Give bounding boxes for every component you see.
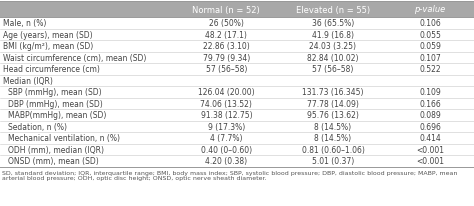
Text: 0.106: 0.106 — [419, 19, 441, 28]
Text: 0.414: 0.414 — [419, 134, 441, 143]
Text: 79.79 (9.34): 79.79 (9.34) — [203, 54, 250, 62]
Text: 24.03 (3.25): 24.03 (3.25) — [310, 42, 356, 51]
Text: 126.04 (20.00): 126.04 (20.00) — [198, 88, 255, 97]
Bar — [0, 132, 474, 144]
Text: 77.78 (14.09): 77.78 (14.09) — [307, 99, 359, 108]
Bar — [0, 2, 474, 18]
Text: Elevated (n = 55): Elevated (n = 55) — [296, 6, 370, 14]
Text: Age (years), mean (SD): Age (years), mean (SD) — [3, 31, 92, 40]
Text: Head circumference (cm): Head circumference (cm) — [3, 65, 100, 74]
Text: 8 (14.5%): 8 (14.5%) — [314, 122, 352, 131]
Text: 0.055: 0.055 — [419, 31, 441, 40]
Bar — [0, 155, 474, 167]
Text: 41.9 (16.8): 41.9 (16.8) — [312, 31, 354, 40]
Text: Waist circumference (cm), mean (SD): Waist circumference (cm), mean (SD) — [3, 54, 146, 62]
Text: p-value: p-value — [415, 6, 446, 14]
Bar — [0, 18, 474, 29]
Text: 4 (7.7%): 4 (7.7%) — [210, 134, 243, 143]
Text: 74.06 (13.52): 74.06 (13.52) — [201, 99, 252, 108]
Text: 0.107: 0.107 — [419, 54, 441, 62]
Bar — [0, 121, 474, 132]
Text: MABP(mmHg), mean (SD): MABP(mmHg), mean (SD) — [8, 111, 106, 120]
Bar — [0, 75, 474, 87]
Text: 57 (56–58): 57 (56–58) — [206, 65, 247, 74]
Text: 131.73 (16.345): 131.73 (16.345) — [302, 88, 364, 97]
Bar — [0, 109, 474, 121]
Text: 22.86 (3.10): 22.86 (3.10) — [203, 42, 250, 51]
Text: Mechanical ventilation, n (%): Mechanical ventilation, n (%) — [8, 134, 120, 143]
Text: 0.40 (0–0.60): 0.40 (0–0.60) — [201, 145, 252, 154]
Text: 0.089: 0.089 — [419, 111, 441, 120]
Text: 36 (65.5%): 36 (65.5%) — [312, 19, 354, 28]
Text: 0.696: 0.696 — [419, 122, 441, 131]
Text: Median (IQR): Median (IQR) — [3, 76, 53, 85]
Bar — [0, 64, 474, 75]
Text: 0.522: 0.522 — [419, 65, 441, 74]
Bar — [0, 87, 474, 98]
Text: Male, n (%): Male, n (%) — [3, 19, 46, 28]
Text: 9 (17.3%): 9 (17.3%) — [208, 122, 245, 131]
Text: BMI (kg/m²), mean (SD): BMI (kg/m²), mean (SD) — [3, 42, 93, 51]
Bar — [0, 41, 474, 52]
Text: 0.109: 0.109 — [419, 88, 441, 97]
Text: 48.2 (17.1): 48.2 (17.1) — [205, 31, 247, 40]
Text: 91.38 (12.75): 91.38 (12.75) — [201, 111, 252, 120]
Text: 26 (50%): 26 (50%) — [209, 19, 244, 28]
Text: <0.001: <0.001 — [416, 145, 444, 154]
Text: 0.166: 0.166 — [419, 99, 441, 108]
Text: Normal (n = 52): Normal (n = 52) — [192, 6, 260, 14]
Text: 8 (14.5%): 8 (14.5%) — [314, 134, 352, 143]
Text: 0.059: 0.059 — [419, 42, 441, 51]
Text: SBP (mmHg), mean (SD): SBP (mmHg), mean (SD) — [8, 88, 101, 97]
Text: SD, standard deviation; IQR, interquartile range; BMI, body mass index; SBP, sys: SD, standard deviation; IQR, interquarti… — [2, 170, 457, 180]
Bar — [0, 29, 474, 41]
Text: Sedation, n (%): Sedation, n (%) — [8, 122, 67, 131]
Text: 5.01 (0.37): 5.01 (0.37) — [312, 157, 354, 165]
Text: ODH (mm), median (IQR): ODH (mm), median (IQR) — [8, 145, 104, 154]
Text: 4.20 (0.38): 4.20 (0.38) — [205, 157, 247, 165]
Text: 0.81 (0.60–1.06): 0.81 (0.60–1.06) — [301, 145, 365, 154]
Text: ONSD (mm), mean (SD): ONSD (mm), mean (SD) — [8, 157, 99, 165]
Bar — [0, 98, 474, 109]
Bar — [0, 52, 474, 64]
Text: <0.001: <0.001 — [416, 157, 444, 165]
Text: 57 (56–58): 57 (56–58) — [312, 65, 354, 74]
Text: 82.84 (10.02): 82.84 (10.02) — [307, 54, 359, 62]
Text: DBP (mmHg), mean (SD): DBP (mmHg), mean (SD) — [8, 99, 103, 108]
Text: 95.76 (13.62): 95.76 (13.62) — [307, 111, 359, 120]
Bar — [0, 144, 474, 155]
